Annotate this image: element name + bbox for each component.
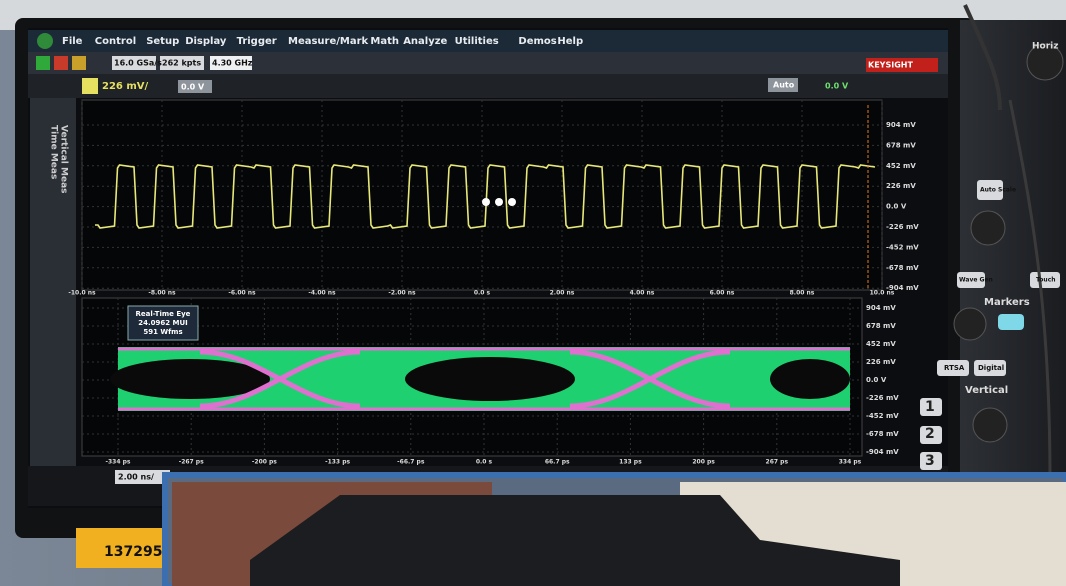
panel-label: Horiz bbox=[1032, 42, 1058, 52]
channel-1-badge[interactable] bbox=[82, 78, 98, 94]
auto-label: Auto bbox=[773, 81, 795, 90]
menu-item: Demos bbox=[518, 36, 556, 47]
panel-label: Wave Gen bbox=[959, 277, 993, 284]
y-tick-label: -678 mV bbox=[886, 264, 919, 272]
channel-bar bbox=[28, 74, 948, 98]
x-tick-label: 334 ps bbox=[839, 459, 862, 466]
eye-box-line: 24.0962 MUI bbox=[138, 319, 188, 327]
eye-opening bbox=[770, 359, 850, 399]
asset-number: 137295 bbox=[104, 544, 162, 560]
points: 262 kpts bbox=[162, 59, 201, 68]
channel-number: 3 bbox=[925, 453, 935, 469]
y-tick-label: 904 mV bbox=[866, 304, 896, 312]
y-tick-label: 0.0 V bbox=[886, 203, 907, 211]
y-tick-label: -226 mV bbox=[866, 394, 899, 402]
panel-label: Digital bbox=[978, 364, 1004, 372]
menu-item: Setup bbox=[146, 36, 179, 47]
x-tick-label: -267 ps bbox=[179, 459, 204, 466]
panel-label: Vertical bbox=[965, 385, 1008, 396]
menu-item: Display bbox=[185, 36, 227, 47]
knob[interactable] bbox=[973, 408, 1007, 442]
x-tick-label: 66.7 ps bbox=[545, 459, 570, 466]
menu-item: Math bbox=[370, 36, 399, 47]
page: File Control Setup Display Trigger Measure/Ma… bbox=[0, 0, 1066, 586]
y-tick-label: 678 mV bbox=[886, 141, 916, 149]
run-button[interactable] bbox=[36, 56, 50, 70]
x-tick-label: -6.00 ns bbox=[228, 290, 256, 297]
menu-item: Help bbox=[557, 36, 583, 47]
y-tick-label: 678 mV bbox=[866, 322, 896, 330]
x-tick-label: 133 ps bbox=[619, 459, 642, 466]
panel-label: Auto Scale bbox=[980, 187, 1016, 194]
eye-opening bbox=[110, 359, 270, 399]
x-tick-label: 4.00 ns bbox=[630, 290, 655, 297]
menu-item: Analyze bbox=[403, 36, 447, 47]
trigger-level: 0.0 V bbox=[825, 82, 849, 91]
bandwidth: 4.30 GHz bbox=[212, 59, 253, 68]
y-tick-label: -678 mV bbox=[866, 430, 899, 438]
menu-item: Control bbox=[95, 36, 136, 47]
markers-button[interactable] bbox=[998, 314, 1024, 330]
menu-item: File bbox=[62, 36, 83, 47]
x-tick-label: 0.0 s bbox=[474, 290, 491, 297]
knob[interactable] bbox=[971, 211, 1005, 245]
menu-item: Measure/Mark bbox=[288, 36, 369, 47]
x-tick-label: 8.00 ns bbox=[790, 290, 815, 297]
stop-button[interactable] bbox=[54, 56, 68, 70]
x-tick-label: 200 ps bbox=[692, 459, 715, 466]
x-tick-label: 6.00 ns bbox=[710, 290, 735, 297]
panel-label: RTSA bbox=[944, 364, 965, 372]
brand: KEYSIGHT bbox=[868, 61, 913, 70]
y-tick-label: 226 mV bbox=[886, 182, 916, 190]
single-button[interactable] bbox=[72, 56, 86, 70]
eye-opening bbox=[405, 357, 575, 401]
y-tick-label: -226 mV bbox=[886, 223, 919, 231]
y-tick-label: 452 mV bbox=[886, 162, 916, 170]
y-tick-label: -904 mV bbox=[866, 448, 899, 456]
marker bbox=[508, 198, 516, 206]
y-tick-label: 452 mV bbox=[866, 340, 896, 348]
y-tick-label: 0.0 V bbox=[866, 376, 887, 384]
panel-label: Touch bbox=[1036, 277, 1056, 284]
x-tick-label: 2.00 ns bbox=[550, 290, 575, 297]
y-tick-label: 226 mV bbox=[866, 358, 896, 366]
y-tick-label: -452 mV bbox=[886, 243, 919, 251]
panel-label: Markers bbox=[984, 297, 1030, 308]
x-tick-label: -4.00 ns bbox=[308, 290, 336, 297]
logo-button[interactable] bbox=[37, 33, 53, 49]
menu-item: Utilities bbox=[455, 36, 499, 47]
x-tick-label: -66.7 ps bbox=[397, 459, 425, 466]
offset: 0.0 V bbox=[181, 83, 205, 92]
time-scale: 2.00 ns/ bbox=[118, 473, 154, 482]
y-tick-label: 904 mV bbox=[886, 121, 916, 129]
channel-scale: 226 mV/ bbox=[102, 81, 149, 92]
sample-rate: 16.0 GSa/s bbox=[114, 59, 162, 68]
x-tick-label: -334 ps bbox=[106, 459, 131, 466]
x-tick-label: -200 ps bbox=[252, 459, 277, 466]
x-tick-label: -8.00 ns bbox=[148, 290, 176, 297]
eye-box-line: Real-Time Eye bbox=[136, 310, 191, 318]
x-tick-label: -10.0 ns bbox=[68, 290, 96, 297]
menu-item: Trigger bbox=[237, 36, 277, 47]
side-tab: Vertical Meas bbox=[59, 125, 69, 194]
x-tick-label: -133 ps bbox=[325, 459, 350, 466]
marker bbox=[482, 198, 490, 206]
x-tick-label: 267 ps bbox=[766, 459, 789, 466]
x-tick-label: 0.0 s bbox=[476, 459, 493, 466]
photo: File Control Setup Display Trigger Measure/Ma… bbox=[0, 0, 1066, 586]
y-tick-label: -452 mV bbox=[866, 412, 899, 420]
knob[interactable] bbox=[954, 308, 986, 340]
eye-box-line: 591 Wfms bbox=[143, 328, 182, 336]
x-tick-label: -2.00 ns bbox=[388, 290, 416, 297]
channel-number: 1 bbox=[925, 399, 935, 415]
y-tick-label: -904 mV bbox=[886, 284, 919, 292]
marker bbox=[495, 198, 503, 206]
channel-number: 2 bbox=[925, 426, 935, 442]
side-tab: Time Meas bbox=[49, 125, 59, 179]
